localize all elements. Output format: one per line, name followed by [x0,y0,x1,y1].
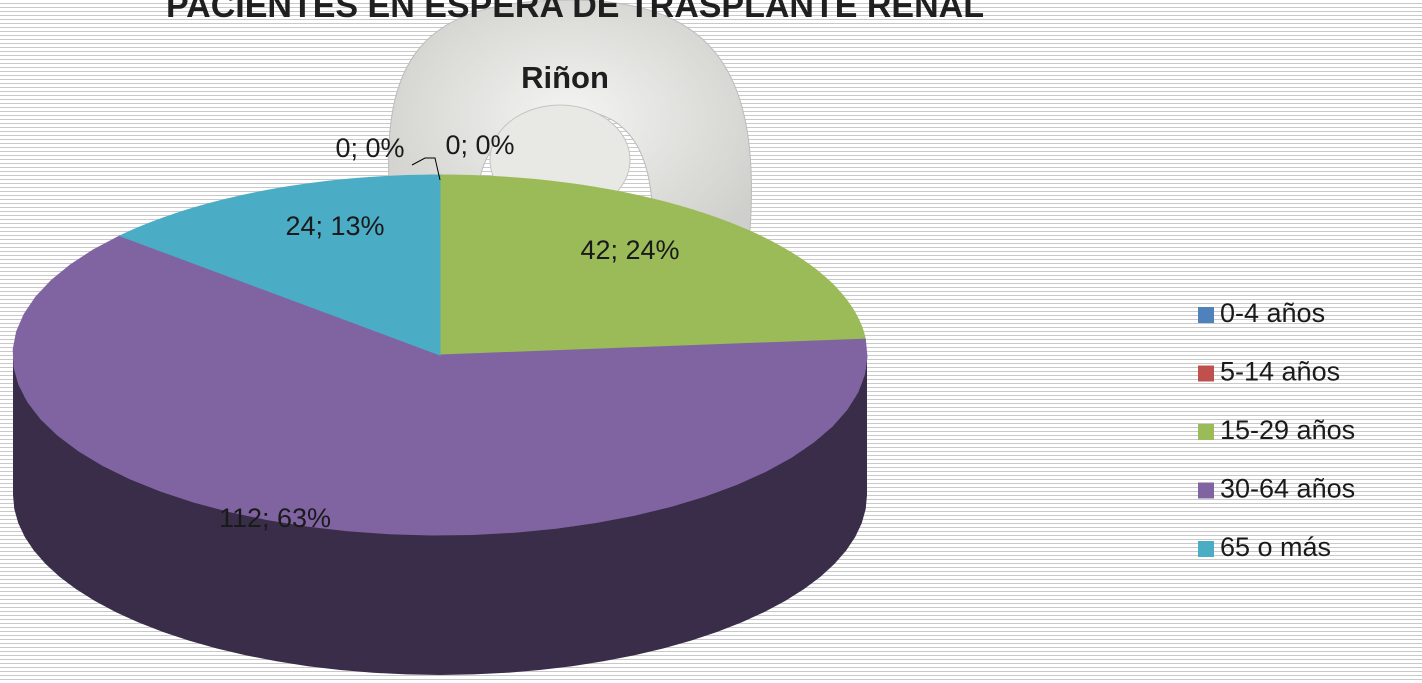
data-label: 0; 0% [335,133,404,163]
legend-swatch [1198,541,1214,557]
data-label: 0; 0% [445,130,514,160]
chart: PACIENTES EN ESPERA DE TRASPLANTE RENAL … [0,0,1422,683]
chart-title: Riñon [521,60,609,95]
slide: PACIENTES EN ESPERA DE TRASPLANTE RENAL … [0,0,1422,683]
data-label: 112; 63% [219,503,331,533]
data-label: 42; 24% [580,235,679,265]
legend-swatch [1198,366,1214,382]
page-title: PACIENTES EN ESPERA DE TRASPLANTE RENAL [166,0,984,25]
legend-label: 15-29 años [1220,415,1355,445]
legend-swatch [1198,424,1214,440]
data-label: 24; 13% [285,211,384,241]
legend-swatch [1198,483,1214,499]
legend-label: 65 o más [1220,532,1331,562]
legend-swatch [1198,307,1214,323]
legend-label: 5-14 años [1220,357,1340,387]
legend-label: 0-4 años [1220,298,1325,328]
legend-label: 30-64 años [1220,474,1355,504]
